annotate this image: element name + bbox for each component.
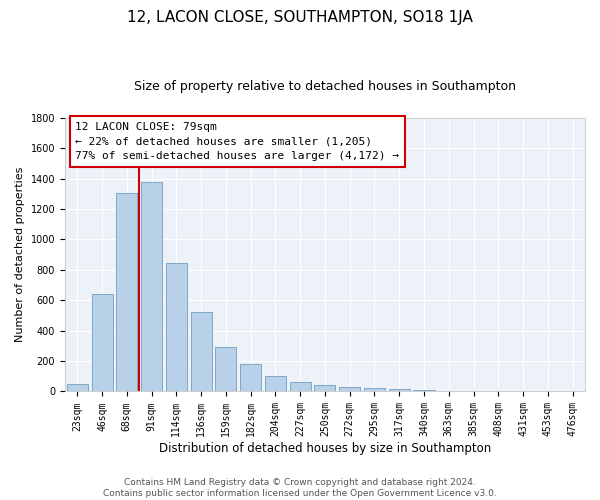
Bar xyxy=(191,312,212,392)
Bar xyxy=(314,385,335,392)
Y-axis label: Number of detached properties: Number of detached properties xyxy=(15,167,25,342)
Bar xyxy=(240,364,261,392)
Title: Size of property relative to detached houses in Southampton: Size of property relative to detached ho… xyxy=(134,80,516,93)
Bar xyxy=(215,348,236,392)
Text: Contains HM Land Registry data © Crown copyright and database right 2024.
Contai: Contains HM Land Registry data © Crown c… xyxy=(103,478,497,498)
Text: 12, LACON CLOSE, SOUTHAMPTON, SO18 1JA: 12, LACON CLOSE, SOUTHAMPTON, SO18 1JA xyxy=(127,10,473,25)
Bar xyxy=(364,388,385,392)
Bar xyxy=(413,390,434,392)
Bar xyxy=(67,384,88,392)
Bar xyxy=(339,387,360,392)
X-axis label: Distribution of detached houses by size in Southampton: Distribution of detached houses by size … xyxy=(159,442,491,455)
Bar xyxy=(116,193,137,392)
Text: 12 LACON CLOSE: 79sqm
← 22% of detached houses are smaller (1,205)
77% of semi-d: 12 LACON CLOSE: 79sqm ← 22% of detached … xyxy=(76,122,400,162)
Bar xyxy=(290,382,311,392)
Bar xyxy=(438,390,460,392)
Bar xyxy=(389,390,410,392)
Bar xyxy=(92,294,113,392)
Bar xyxy=(141,182,162,392)
Bar xyxy=(265,376,286,392)
Bar xyxy=(166,263,187,392)
